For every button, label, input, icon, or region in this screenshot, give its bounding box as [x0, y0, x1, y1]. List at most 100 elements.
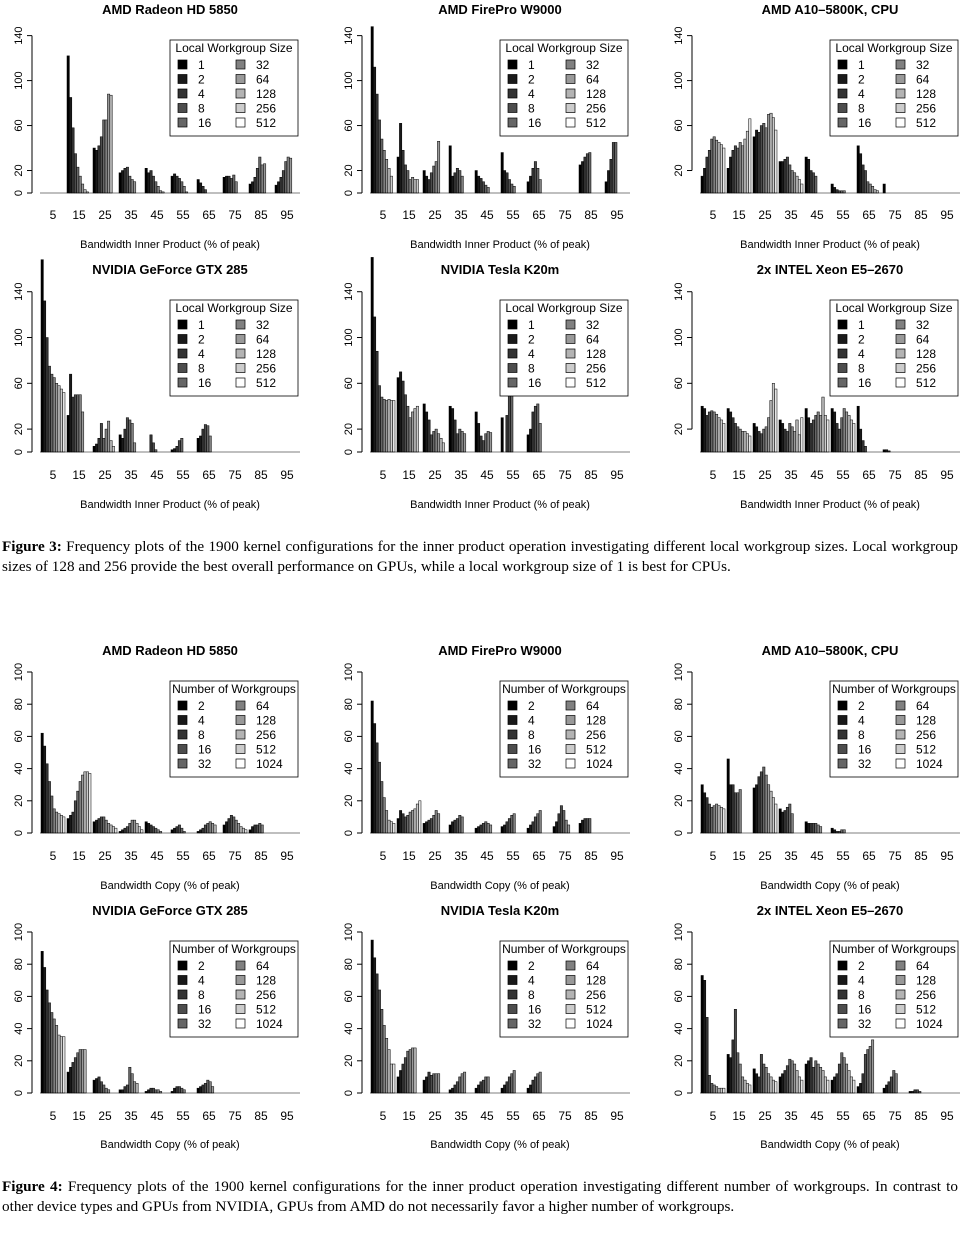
- bar: [842, 829, 846, 834]
- legend-swatch: [837, 1018, 848, 1029]
- bar: [149, 824, 153, 834]
- bar: [277, 181, 281, 194]
- bar: [767, 1073, 771, 1094]
- bar: [769, 1076, 773, 1094]
- x-tick-label: 35: [454, 1109, 468, 1123]
- bar: [733, 145, 737, 194]
- legend-label: 128: [586, 87, 606, 101]
- bar: [76, 790, 80, 834]
- y-tick-label: 20: [673, 164, 685, 176]
- x-tick-label: 95: [610, 849, 624, 863]
- bar: [809, 823, 813, 834]
- bar: [453, 1084, 457, 1094]
- legend-swatch: [895, 975, 906, 985]
- x-tick-label: 25: [758, 1109, 772, 1123]
- legend-swatch: [177, 334, 188, 344]
- bar: [448, 405, 452, 453]
- bar: [840, 829, 844, 834]
- legend-swatch: [177, 729, 188, 740]
- bar: [375, 93, 379, 194]
- bar: [567, 824, 571, 834]
- legend-swatch: [895, 715, 906, 725]
- bar: [889, 1076, 893, 1094]
- bar: [387, 168, 391, 194]
- bar: [208, 435, 212, 453]
- bar: [451, 408, 455, 453]
- legend-swatch: [565, 117, 576, 128]
- legend-swatch: [507, 975, 518, 985]
- legend-swatch: [235, 319, 246, 330]
- bar: [406, 1050, 410, 1094]
- bar: [614, 142, 618, 194]
- bar: [73, 1057, 77, 1094]
- x-tick-label: 35: [124, 849, 138, 863]
- bar: [726, 758, 730, 834]
- x-tick-label: 45: [480, 468, 494, 482]
- legend-label: 2: [858, 333, 865, 347]
- bar: [286, 156, 290, 194]
- bar: [92, 821, 96, 834]
- bar: [458, 1076, 462, 1094]
- legend-label: 16: [858, 1003, 872, 1017]
- legend-label: 4: [198, 714, 205, 728]
- bar: [437, 813, 441, 834]
- bar: [385, 400, 389, 453]
- x-tick-label: 55: [506, 208, 520, 222]
- bar: [173, 448, 177, 453]
- bar: [102, 119, 106, 194]
- x-tick-label: 15: [402, 468, 416, 482]
- bar: [232, 174, 236, 194]
- bar: [503, 170, 507, 194]
- legend-label: 128: [586, 714, 606, 728]
- legend-label: 256: [586, 362, 606, 376]
- bar: [422, 170, 426, 194]
- legend-swatch: [177, 989, 188, 1000]
- bar: [458, 170, 462, 194]
- bar: [239, 826, 243, 834]
- bar: [403, 164, 407, 194]
- legend-label: 32: [528, 1017, 542, 1031]
- legend-label: 512: [256, 1003, 276, 1017]
- y-tick-label: 60: [13, 990, 25, 1002]
- bar: [738, 142, 742, 194]
- bar: [382, 797, 386, 834]
- bar: [705, 415, 709, 453]
- bar: [819, 826, 823, 834]
- bar: [173, 827, 177, 834]
- x-axis-label: Bandwidth Inner Product (% of peak): [410, 499, 590, 511]
- bar: [715, 413, 719, 453]
- bar: [785, 156, 789, 194]
- y-tick-label: 140: [343, 26, 355, 44]
- y-tick-label: 20: [343, 164, 355, 176]
- legend-label: 32: [858, 1017, 872, 1031]
- legend-box: [499, 940, 629, 1038]
- bar: [764, 774, 768, 834]
- chart-title: NVIDIA GeForce GTX 285: [92, 903, 248, 918]
- legend-swatch: [895, 74, 906, 84]
- x-tick-label: 5: [50, 468, 57, 482]
- x-tick-label: 45: [480, 208, 494, 222]
- legend-label: 256: [256, 362, 276, 376]
- legend-label: 64: [256, 73, 270, 87]
- y-tick-label: 60: [13, 119, 25, 131]
- legend-label: 8: [198, 728, 205, 742]
- bar: [107, 1089, 111, 1094]
- bar: [507, 1076, 511, 1094]
- legend-label: 32: [528, 757, 542, 771]
- x-tick-label: 5: [380, 1109, 387, 1123]
- figure-3-text: Frequency plots of the 1900 kernel confi…: [2, 538, 958, 575]
- x-tick-label: 75: [228, 208, 242, 222]
- bar: [505, 821, 509, 834]
- x-tick-label: 5: [50, 208, 57, 222]
- y-tick-label: 0: [343, 830, 355, 836]
- bar: [448, 1089, 452, 1094]
- bar: [533, 161, 537, 194]
- bar: [95, 819, 99, 834]
- bar: [585, 153, 589, 194]
- bar: [778, 1076, 782, 1094]
- bar: [866, 181, 870, 194]
- legend-label: 512: [256, 376, 276, 390]
- y-tick-label: 0: [13, 190, 25, 196]
- y-tick-label: 140: [13, 26, 25, 44]
- x-tick-label: 95: [610, 468, 624, 482]
